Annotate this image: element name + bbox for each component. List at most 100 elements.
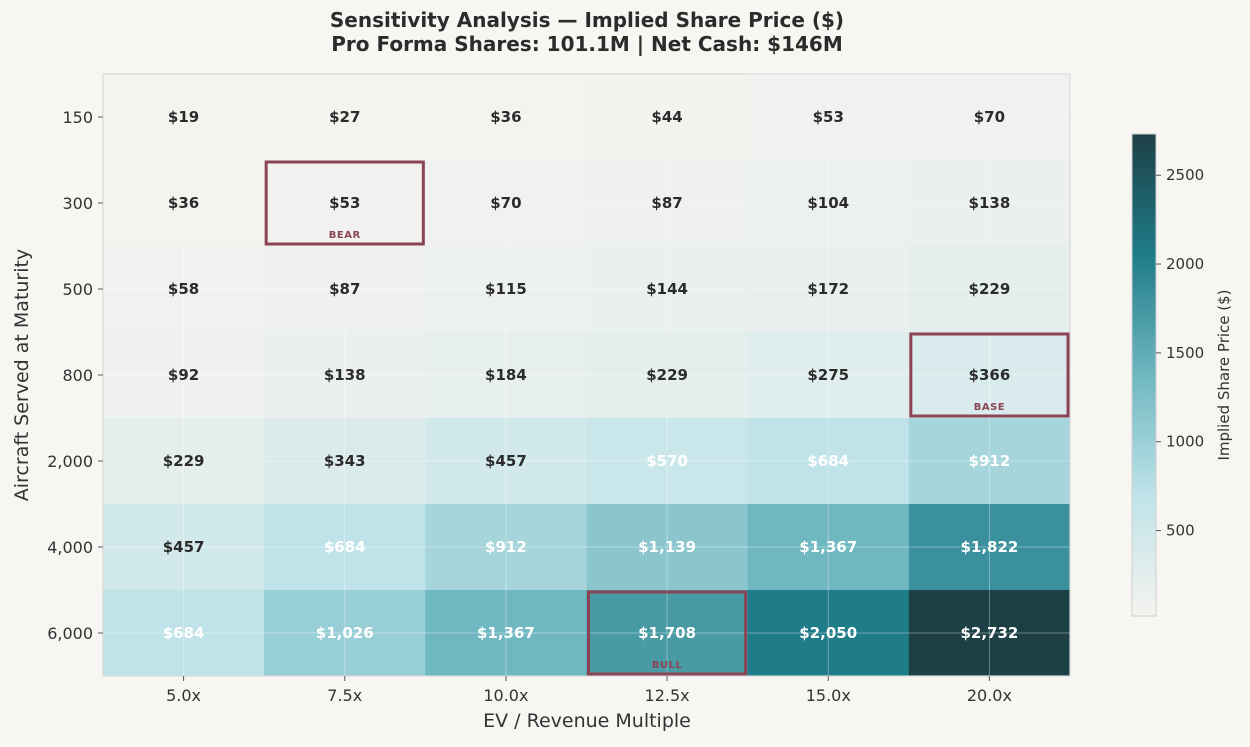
- heatmap-cell: [425, 590, 587, 677]
- chart-title: Sensitivity Analysis — Implied Share Pri…: [330, 8, 844, 32]
- colorbar: [1131, 133, 1157, 617]
- heatmap-cell: [586, 246, 749, 333]
- scenario-label: BULL: [652, 660, 683, 671]
- cell-value-label: $172: [807, 280, 849, 298]
- heatmap-cell: [425, 246, 587, 333]
- heatmap-cell: [747, 504, 910, 591]
- heatmap-cell: [908, 590, 1071, 677]
- cell-value-label: $36: [168, 194, 199, 212]
- heatmap-cell: [586, 418, 749, 505]
- heatmap-cell: [103, 590, 265, 677]
- scenario-highlight-box: [909, 332, 1070, 418]
- colorbar-ticks: 500 1000 1500 2000 2500: [1156, 166, 1204, 540]
- y-tick-label: 150: [62, 108, 93, 127]
- x-tick-label: 12.5x: [645, 686, 690, 705]
- cell-value-label: $1,367: [799, 538, 857, 556]
- scenario-label: BEAR: [329, 230, 361, 241]
- cell-value-label: $36: [490, 108, 521, 126]
- colorbar-tick-label: 2000: [1166, 255, 1204, 273]
- cell-value-label: $912: [485, 538, 527, 556]
- scenario-highlights: BEAR BASE BULL: [264, 160, 1070, 676]
- colorbar-label: Implied Share Price ($): [1215, 289, 1233, 460]
- heatmap-cell: [103, 160, 265, 247]
- cell-value-label: $229: [969, 280, 1011, 298]
- colorbar-tick-label: 1500: [1166, 344, 1204, 362]
- cell-value-label: $58: [168, 280, 199, 298]
- cell-value-label: $1,139: [638, 538, 696, 556]
- heatmap-cell: [103, 332, 265, 419]
- cell-value-label: $684: [807, 452, 849, 470]
- cell-value-label: $53: [813, 108, 844, 126]
- colorbar-tick-label: 1000: [1166, 433, 1204, 451]
- cell-value-label: $27: [329, 108, 360, 126]
- heatmap-cell: [586, 332, 749, 419]
- cell-value-label: $275: [807, 366, 849, 384]
- heatmap-cell: [264, 160, 426, 247]
- y-axis-ticks: 150 300 500 800 2,000 4,000 6,000: [47, 108, 103, 643]
- y-tick-label: 2,000: [47, 452, 93, 471]
- colorbar-tick-label: 500: [1166, 522, 1195, 540]
- cell-value-label: $115: [485, 280, 527, 298]
- cell-value-label: $70: [974, 108, 1005, 126]
- heatmap-cell: [264, 332, 426, 419]
- cell-value-label: $1,367: [477, 624, 535, 642]
- cell-value-label: $53: [329, 194, 360, 212]
- heatmap-cell: [747, 418, 910, 505]
- heatmap-cell: [908, 418, 1071, 505]
- cell-value-label: $138: [969, 194, 1011, 212]
- heatmap-cell: [586, 74, 749, 161]
- heatmap-cell: [908, 246, 1071, 333]
- cell-value-label: $87: [651, 194, 682, 212]
- cell-value-label: $2,050: [799, 624, 857, 642]
- cell-value-label: $1,708: [638, 624, 696, 642]
- y-axis-label: Aircraft Served at Maturity: [11, 249, 33, 501]
- cell-value-label: $2,732: [960, 624, 1018, 642]
- heatmap-cell: [747, 74, 910, 161]
- heatmap-cell: [908, 160, 1071, 247]
- gridlines: [103, 74, 1070, 676]
- scenario-highlight-box: [264, 160, 425, 246]
- heatmap-cells: [103, 74, 1071, 677]
- cell-value-label: $229: [646, 366, 688, 384]
- cell-value-label: $366: [969, 366, 1011, 384]
- heatmap-cell: [264, 504, 426, 591]
- chart-subtitle: Pro Forma Shares: 101.1M | Net Cash: $14…: [331, 32, 842, 56]
- cell-value-labels: $19 $27 $36 $44 $53 $70 $36 $53 $70 $87 $104 $138 $5…: [163, 108, 1019, 642]
- heatmap-cell: [264, 246, 426, 333]
- cell-value-label: $343: [324, 452, 366, 470]
- cell-value-label: $19: [168, 108, 199, 126]
- cell-value-label: $92: [168, 366, 199, 384]
- cell-value-label: $138: [324, 366, 366, 384]
- heatmap-cell: [425, 332, 587, 419]
- heatmap-cell: [264, 74, 426, 161]
- y-tick-label: 300: [62, 194, 93, 213]
- cell-value-label: $457: [163, 538, 205, 556]
- heatmap-cell: [586, 160, 749, 247]
- heatmap-cell: [264, 590, 426, 677]
- x-tick-label: 20.0x: [967, 686, 1012, 705]
- heatmap-cell: [908, 504, 1071, 591]
- heatmap-cell: [747, 590, 910, 677]
- heatmap-cell: [425, 418, 587, 505]
- heatmap-cell: [264, 418, 426, 505]
- heatmap-cell: [747, 160, 910, 247]
- heatmap-cell: [747, 332, 910, 419]
- heatmap-cell: [586, 590, 749, 677]
- cell-value-label: $570: [646, 452, 688, 470]
- x-tick-label: 15.0x: [806, 686, 851, 705]
- heatmap-cell: [103, 246, 265, 333]
- heatmap-cell: [425, 74, 587, 161]
- cell-value-label: $229: [163, 452, 205, 470]
- heatmap-cell: [908, 332, 1071, 419]
- x-tick-label: 10.0x: [483, 686, 528, 705]
- cell-value-label: $684: [163, 624, 205, 642]
- heatmap-cell: [747, 246, 910, 333]
- cell-value-label: $1,822: [960, 538, 1018, 556]
- y-tick-label: 500: [62, 280, 93, 299]
- x-axis-label: EV / Revenue Multiple: [483, 710, 691, 732]
- x-tick-label: 7.5x: [327, 686, 362, 705]
- heatmap-cell: [425, 160, 587, 247]
- cell-value-label: $44: [651, 108, 682, 126]
- cell-value-label: $184: [485, 366, 527, 384]
